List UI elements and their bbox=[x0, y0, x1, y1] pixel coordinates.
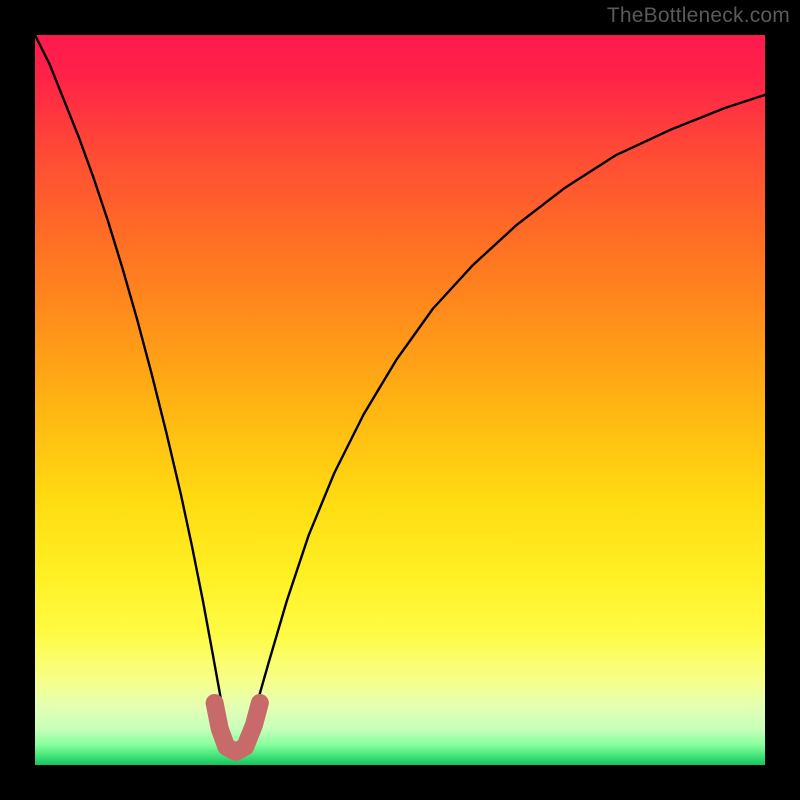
watermark-text: TheBottleneck.com bbox=[607, 4, 790, 28]
chart-stage: TheBottleneck.com bbox=[0, 0, 800, 800]
chart-svg bbox=[0, 0, 800, 800]
plot-background bbox=[35, 35, 765, 765]
